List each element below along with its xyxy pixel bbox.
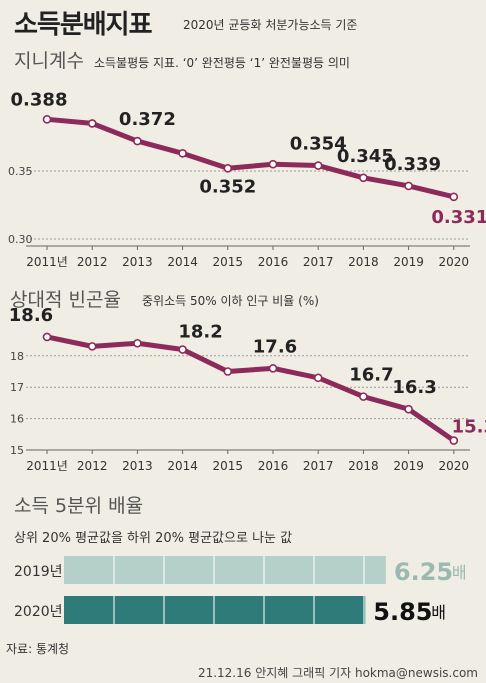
x-tick-label: 2016 [258, 459, 289, 473]
data-point [268, 159, 278, 169]
data-point [404, 404, 413, 414]
x-tick-label: 2011년 [26, 255, 68, 269]
y-tick-label: 18 [10, 350, 24, 363]
x-tick-label: 2020 [439, 255, 470, 269]
x-tick-label: 2019 [393, 459, 424, 473]
data-point [87, 342, 97, 351]
data-point [449, 436, 459, 445]
gini-subtitle: 소득불평등 지표. ‘0’ 완전평등 ‘1’ 완전불평등 의미 [94, 56, 350, 70]
bar-value-label: 5.85 [373, 598, 432, 626]
data-point [178, 149, 187, 158]
data-point [42, 332, 52, 342]
data-label: 17.6 [253, 336, 297, 357]
y-tick-label: 16 [10, 413, 24, 426]
data-point [42, 115, 52, 124]
infographic-subtitle: 2020년 균등화 처분가능소득 기준 [183, 18, 358, 32]
poverty-title: 상대적 빈곤율 [10, 289, 121, 311]
x-tick-label: 2012 [77, 459, 108, 473]
data-point [223, 163, 233, 173]
x-tick-label: 2018 [348, 255, 379, 269]
data-point [313, 161, 323, 170]
data-label: 15.3 [452, 417, 486, 438]
data-point [268, 364, 278, 373]
quintile-title: 소득 5분위 배율 [14, 495, 144, 517]
x-tick-label: 2012 [77, 255, 108, 269]
y-tick-label: 0.35 [8, 165, 33, 178]
data-point [359, 173, 368, 183]
x-tick-label: 2014 [167, 255, 198, 269]
y-tick-label: 0.30 [8, 233, 33, 246]
x-tick-label: 2015 [213, 255, 244, 269]
data-point [313, 373, 323, 383]
x-tick-label: 2017 [303, 459, 334, 473]
x-tick-label: 2015 [213, 459, 244, 473]
bar-unit-label: 배 [431, 603, 446, 622]
data-label: 16.7 [349, 365, 393, 386]
bar-category-label: 2020년 [14, 604, 63, 620]
data-point [178, 345, 187, 354]
quintile-subtitle: 상위 20% 평균값을 하위 20% 평균값으로 나눈 값 [14, 531, 293, 546]
bar-unit-label: 배 [452, 563, 467, 582]
bar-value-label: 6.25 [394, 558, 453, 586]
x-tick-label: 2018 [348, 459, 379, 473]
x-tick-label: 2014 [167, 459, 198, 473]
data-point [223, 367, 233, 376]
x-tick-label: 2020 [439, 459, 470, 473]
data-label: 18.2 [178, 322, 222, 343]
data-point [404, 181, 413, 191]
credit-line: 21.12.16 안지혜 그래픽 기자 hokma@newsis.com [197, 666, 478, 680]
data-label: 0.354 [290, 134, 347, 155]
gini-title: 지니계수 [14, 50, 84, 72]
bar-category-label: 2019년 [14, 564, 63, 580]
data-point [133, 136, 142, 146]
data-point [87, 119, 97, 128]
y-tick-label: 17 [10, 381, 24, 394]
series-line [46, 116, 455, 200]
x-tick-label: 2017 [303, 255, 334, 269]
infographic-title: 소득분배지표 [14, 10, 153, 40]
data-point [133, 338, 142, 348]
x-tick-label: 2011년 [26, 459, 68, 473]
series-line [46, 334, 456, 443]
bar [64, 556, 386, 584]
x-tick-label: 2013 [122, 255, 153, 269]
x-tick-label: 2016 [258, 255, 289, 269]
data-label: 0.352 [199, 176, 256, 197]
data-label: 16.3 [392, 377, 436, 398]
data-point [359, 392, 368, 401]
gini-chart: 0.35 0.30 2011년 2012 2013 2014 2015 2016 2017 201… [8, 89, 486, 269]
data-label: 18.6 [9, 305, 53, 326]
poverty-subtitle: 중위소득 50% 이하 인구 비율 (%) [142, 294, 319, 308]
data-label: 0.339 [384, 154, 441, 175]
data-label: 0.331 [431, 207, 486, 228]
data-label: 0.372 [119, 109, 176, 130]
data-label: 0.345 [337, 146, 394, 167]
data-label: 0.388 [11, 89, 68, 110]
data-point [449, 192, 459, 202]
x-tick-label: 2013 [122, 459, 153, 473]
x-tick-label: 2019 [393, 255, 424, 269]
source-note: 자료: 통계청 [6, 642, 70, 656]
y-tick-label: 15 [10, 444, 24, 457]
